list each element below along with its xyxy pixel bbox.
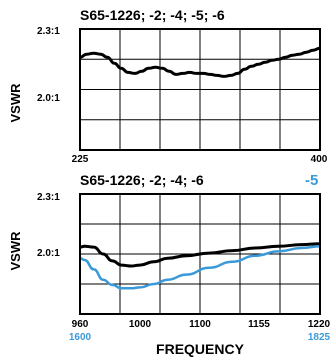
chart-1-frame bbox=[79, 28, 321, 151]
chart-2-series-black-line bbox=[79, 242, 321, 268]
chart-2-series-blue-line bbox=[79, 245, 321, 290]
chart-1-ytick-1: 2.0:1 bbox=[37, 93, 60, 104]
chart-2: S65-1226; -2; -4; -6 -5 VSWR 2.3:1 2.0:1… bbox=[8, 172, 331, 357]
chart-2-ylabel: VSWR bbox=[8, 231, 23, 271]
chart-2-xlabel: FREQUENCY bbox=[156, 341, 245, 357]
chart-1-xtick-0: 225 bbox=[72, 154, 89, 165]
chart-2-ytick-1: 2.0:1 bbox=[37, 248, 60, 259]
chart-2-xtick-4: 1220 bbox=[308, 319, 331, 330]
chart-2-xtick-alt-1: 1825 bbox=[308, 332, 331, 343]
chart-1-grid bbox=[80, 29, 320, 150]
chart-1-series-line bbox=[79, 46, 321, 78]
chart-1-title: S65-1226; -2; -4; -5; -6 bbox=[80, 7, 225, 23]
chart-2-title: S65-1226; -2; -4; -6 bbox=[80, 172, 204, 188]
chart-1: S65-1226; -2; -4; -5; -6 VSWR 2.3:1 2.0:… bbox=[8, 7, 328, 165]
chart-2-ytick-0: 2.3:1 bbox=[37, 192, 60, 203]
chart-2-xtick-1: 1000 bbox=[129, 319, 152, 330]
chart-1-xtick-1: 400 bbox=[311, 154, 328, 165]
chart-2-frame bbox=[79, 193, 321, 315]
chart-1-ytick-0: 2.3:1 bbox=[37, 26, 60, 37]
chart-2-xtick-alt-0: 1600 bbox=[69, 332, 92, 343]
chart-2-xtick-0: 960 bbox=[72, 319, 89, 330]
chart-2-xtick-3: 1155 bbox=[248, 319, 270, 330]
chart-2-legend-blue: -5 bbox=[305, 172, 318, 189]
chart-2-xtick-2: 1100 bbox=[189, 319, 211, 330]
chart-1-ylabel: VSWR bbox=[8, 83, 23, 123]
